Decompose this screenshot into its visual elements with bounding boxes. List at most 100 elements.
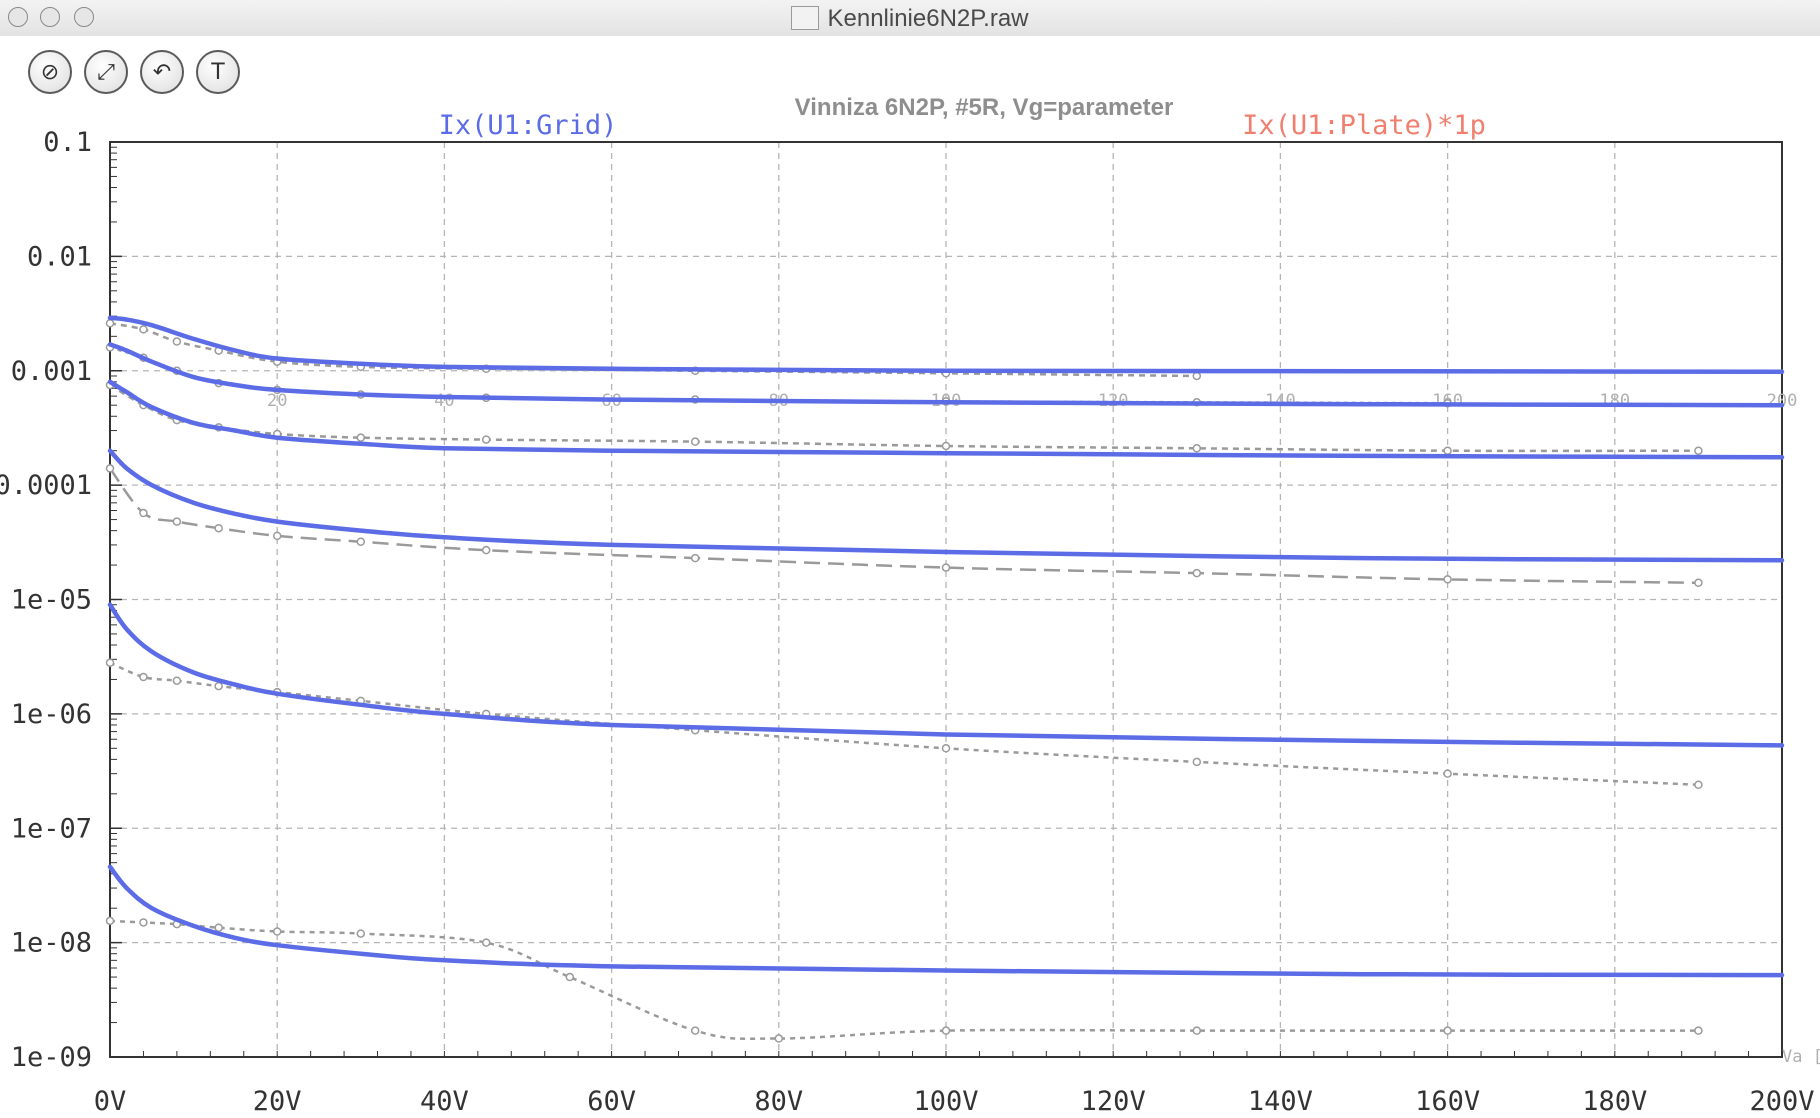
- x-tick-label: 100V: [913, 1086, 978, 1117]
- hammer-icon: T: [211, 59, 225, 85]
- zoom-window-button[interactable]: [74, 7, 94, 27]
- legend-plate-current[interactable]: Ix(U1:Plate)*1p: [1242, 110, 1486, 141]
- zoom-off-icon: ⊘: [40, 59, 60, 85]
- measured-point: [1694, 578, 1703, 588]
- legend-grid-current[interactable]: Ix(U1:Grid): [439, 110, 618, 141]
- measured-point: [172, 676, 182, 685]
- settings-hammer-button[interactable]: T: [196, 50, 240, 94]
- zoom-off-button[interactable]: ⊘: [28, 50, 72, 94]
- secondary-x-tick-label: 20: [267, 391, 287, 411]
- measured-point: [1192, 444, 1202, 453]
- zoom-extents-icon: ⤢: [97, 59, 115, 85]
- measured-point: [105, 916, 115, 926]
- measured-point: [214, 523, 223, 533]
- measured-point: [1694, 446, 1703, 455]
- measured-point: [690, 437, 700, 446]
- measured-point: [1443, 769, 1452, 778]
- measured-series-line: [109, 919, 1699, 1040]
- measured-point: [139, 672, 148, 682]
- window-title: Kennlinie6N2P.raw: [827, 5, 1029, 32]
- measured-point: [941, 441, 951, 451]
- measured-point: [1694, 780, 1703, 790]
- y-tick-label: 0.01: [27, 241, 92, 272]
- y-tick-label: 1e-08: [11, 928, 92, 959]
- simulated-series-line[interactable]: [107, 315, 1785, 375]
- x-tick-label: 60V: [587, 1086, 636, 1117]
- simulated-series-line[interactable]: [107, 602, 1785, 748]
- x-axis-ticks: 0V 20V 40V 60V 80V 100V 120V 140V 160V 180V 200V: [94, 1086, 1815, 1117]
- y-tick-label: 1e-07: [11, 813, 92, 844]
- grid-lines: [109, 142, 1783, 1057]
- secondary-x-tick-label: 140: [1265, 391, 1296, 411]
- measured-point: [272, 927, 282, 936]
- measured-point: [139, 918, 148, 927]
- measured-series-line: [109, 661, 1699, 787]
- measured-point: [941, 744, 951, 753]
- x-tick-label: 20V: [253, 1086, 302, 1117]
- measured-point: [1192, 1026, 1202, 1035]
- minimize-window-button[interactable]: [40, 7, 60, 27]
- window-titlebar: Kennlinie6N2P.raw: [0, 0, 1820, 37]
- measured-point: [1192, 568, 1202, 578]
- measured-point: [941, 563, 951, 572]
- measured-point: [214, 681, 223, 691]
- y-tick-label: 0.0001: [0, 470, 92, 501]
- simulated-series-line[interactable]: [107, 379, 1785, 460]
- document-icon: [791, 6, 820, 30]
- measured-point: [1443, 1026, 1452, 1035]
- measured-point: [356, 929, 366, 938]
- y-tick-label: 1e-05: [11, 585, 92, 616]
- simulated-series-line[interactable]: [107, 342, 1785, 408]
- measured-point: [774, 1034, 784, 1043]
- zoom-extents-button[interactable]: ⤢: [84, 50, 128, 94]
- measured-point: [690, 553, 700, 563]
- y-axis-ticks: 0.1 0.01 0.001 0.0001 1e-05 1e-06 1e-07 1e-08 1e…: [0, 127, 122, 1073]
- measured-point: [272, 531, 282, 541]
- measured-point: [105, 658, 115, 667]
- measured-point: [172, 337, 182, 346]
- x-tick-label: 180V: [1582, 1086, 1647, 1117]
- x-tick-label: 80V: [754, 1086, 803, 1117]
- x-tick-label: 120V: [1081, 1086, 1146, 1117]
- zoom-back-icon: ↶: [152, 59, 172, 85]
- x-tick-label: 0V: [94, 1086, 127, 1117]
- measured-point: [1192, 757, 1202, 767]
- zoom-back-button[interactable]: ↶: [140, 50, 184, 94]
- measured-point: [214, 923, 223, 932]
- y-tick-label: 0.1: [43, 127, 92, 158]
- measured-point: [139, 325, 148, 334]
- y-tick-label: 1e-06: [11, 699, 92, 730]
- toolbar: ⊘ ⤢ ↶ T Vinniza 6N2P, #5R, Vg=parameter: [0, 36, 1820, 121]
- measured-point: [481, 545, 491, 555]
- measured-point: [172, 517, 182, 526]
- measured-point: [481, 435, 491, 444]
- y-tick-label: 1e-09: [11, 1042, 92, 1073]
- measured-series-line: [108, 467, 1699, 585]
- measured-point: [105, 464, 115, 473]
- measured-point: [139, 508, 148, 518]
- secondary-x-axis-label: Va [V: [1782, 1047, 1820, 1067]
- measured-point: [105, 319, 115, 328]
- measured-point: [1443, 446, 1452, 455]
- secondary-x-tick-label: 200: [1767, 391, 1798, 411]
- x-tick-label: 40V: [420, 1086, 469, 1117]
- x-tick-label: 140V: [1248, 1086, 1313, 1117]
- secondary-x-tick-label: 180: [1599, 391, 1630, 411]
- y-tick-label: 0.001: [11, 356, 92, 387]
- simulated-series-line[interactable]: [107, 864, 1785, 978]
- measured-point: [1443, 575, 1452, 584]
- close-window-button[interactable]: [8, 7, 28, 27]
- measured-point: [356, 433, 366, 442]
- window-title-wrap: Kennlinie6N2P.raw: [0, 5, 1820, 33]
- simulated-series-group: [107, 315, 1785, 978]
- simulated-series-line[interactable]: [107, 448, 1785, 563]
- measured-point: [356, 537, 366, 546]
- measured-series-group: [105, 319, 1703, 1043]
- measured-point: [1192, 371, 1202, 381]
- secondary-x-tick-label: 40: [434, 391, 454, 411]
- measured-point: [565, 972, 575, 982]
- measured-point: [1694, 1026, 1703, 1035]
- measured-point: [941, 1026, 951, 1035]
- x-tick-label: 160V: [1415, 1086, 1480, 1117]
